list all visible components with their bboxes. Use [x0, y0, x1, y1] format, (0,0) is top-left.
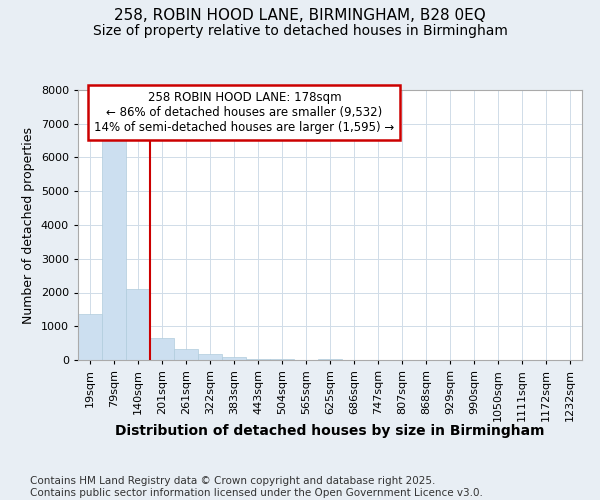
Bar: [246, 359, 270, 360]
X-axis label: Distribution of detached houses by size in Birmingham: Distribution of detached houses by size …: [115, 424, 545, 438]
Bar: [150, 338, 174, 360]
Bar: [174, 349, 198, 360]
Y-axis label: Number of detached properties: Number of detached properties: [22, 126, 35, 324]
Bar: [102, 136, 126, 360]
Bar: [198, 354, 222, 360]
Text: Contains HM Land Registry data © Crown copyright and database right 2025.
Contai: Contains HM Land Registry data © Crown c…: [30, 476, 483, 498]
Bar: [318, 359, 342, 360]
Bar: [222, 358, 246, 360]
Text: Size of property relative to detached houses in Birmingham: Size of property relative to detached ho…: [92, 24, 508, 38]
Bar: [126, 289, 150, 360]
Bar: [78, 314, 102, 360]
Text: 258, ROBIN HOOD LANE, BIRMINGHAM, B28 0EQ: 258, ROBIN HOOD LANE, BIRMINGHAM, B28 0E…: [114, 8, 486, 22]
Text: 258 ROBIN HOOD LANE: 178sqm
← 86% of detached houses are smaller (9,532)
14% of : 258 ROBIN HOOD LANE: 178sqm ← 86% of det…: [94, 92, 394, 134]
